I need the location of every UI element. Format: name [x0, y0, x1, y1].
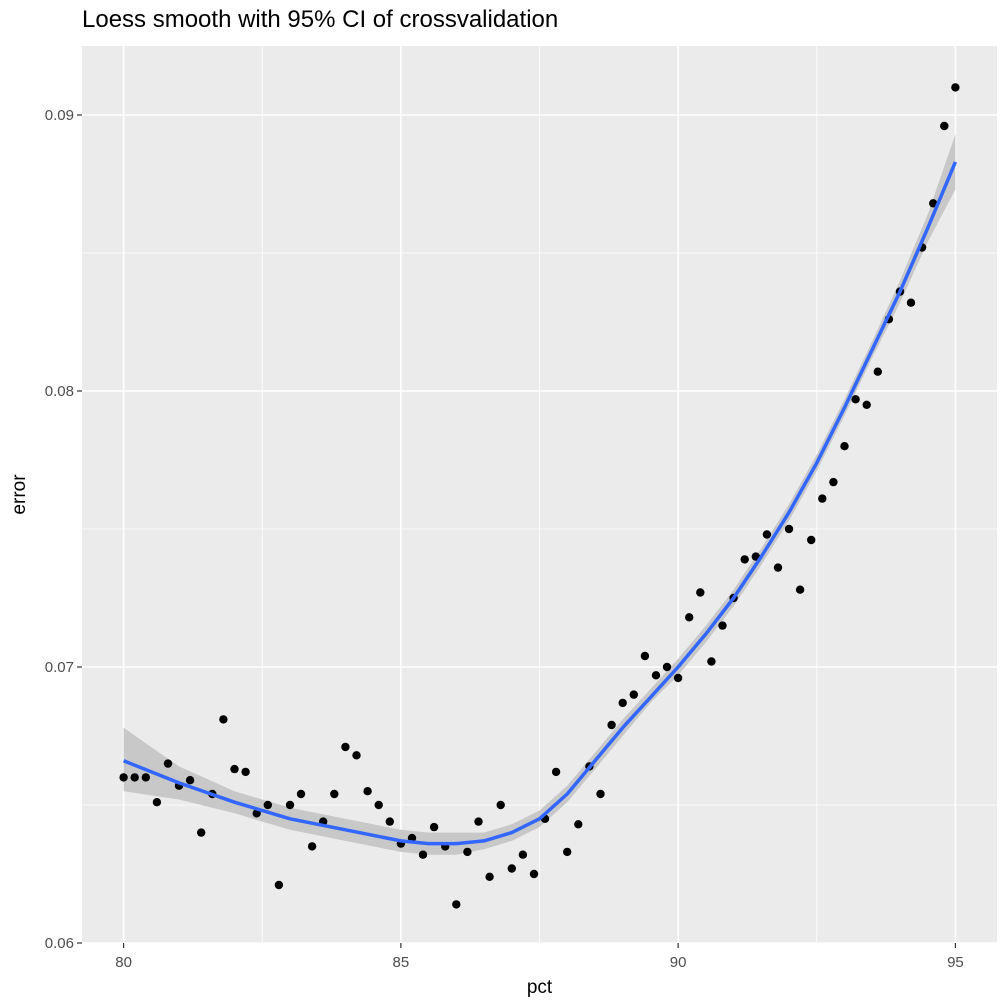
data-point	[307, 842, 317, 851]
data-point	[352, 751, 361, 760]
data-point	[829, 477, 838, 487]
x-axis-title: pct	[527, 977, 553, 998]
data-point	[330, 789, 339, 799]
data-point	[685, 613, 694, 622]
data-point	[740, 555, 749, 564]
data-point	[762, 530, 772, 539]
data-point	[851, 395, 860, 404]
y-tick-label: 0.06	[45, 935, 74, 952]
data-point	[141, 773, 150, 782]
data-point	[629, 690, 638, 699]
data-point	[163, 759, 173, 768]
data-point	[607, 720, 616, 730]
data-point	[230, 764, 239, 774]
data-point	[296, 789, 306, 799]
data-point	[818, 494, 827, 503]
data-point	[285, 800, 295, 810]
data-point	[130, 773, 139, 782]
data-point	[718, 621, 727, 630]
data-point	[485, 872, 494, 881]
data-point	[929, 199, 938, 208]
data-point	[640, 651, 650, 661]
data-point	[374, 800, 383, 810]
y-axis-title: error	[9, 474, 30, 515]
data-point	[429, 822, 439, 832]
data-point	[418, 850, 428, 859]
x-tick-label: 80	[115, 954, 132, 971]
data-point	[696, 588, 705, 597]
data-point	[906, 298, 916, 307]
data-point	[119, 773, 128, 782]
data-point	[518, 850, 528, 859]
data-point	[651, 671, 661, 680]
loess-fit-line	[122, 161, 958, 846]
data-point	[662, 662, 672, 672]
data-point	[463, 847, 472, 857]
data-point	[507, 864, 516, 873]
y-axis-tick-labels: 0.06 0.07 0.08 0.09	[45, 107, 74, 952]
y-tick-label: 0.08	[45, 383, 74, 400]
major-gridlines	[82, 46, 997, 944]
data-point	[574, 820, 583, 829]
x-tick-label: 90	[670, 954, 687, 971]
confidence-band	[123, 134, 956, 855]
data-point	[618, 698, 627, 708]
data-point	[773, 563, 783, 572]
data-point	[707, 657, 716, 666]
data-point	[219, 715, 228, 724]
data-point	[596, 789, 605, 799]
data-point	[862, 400, 871, 409]
data-point	[152, 798, 162, 807]
data-point	[263, 800, 272, 810]
chart-title: Loess smooth with 95% CI of crossvalidat…	[82, 6, 559, 33]
data-point	[873, 367, 882, 376]
data-point	[673, 673, 683, 683]
data-point	[951, 83, 960, 92]
data-point	[784, 524, 794, 534]
minor-gridlines	[82, 46, 997, 943]
axis-ticks	[77, 114, 957, 948]
y-tick-label: 0.09	[45, 107, 74, 124]
data-point	[496, 800, 505, 810]
data-point	[452, 900, 461, 909]
data-point	[529, 869, 539, 879]
data-point	[551, 767, 561, 777]
data-point	[185, 776, 195, 785]
data-point	[807, 535, 816, 545]
data-point	[795, 585, 805, 594]
data-point	[385, 817, 394, 826]
x-axis-tick-labels: 80 85 90 95	[115, 954, 964, 971]
data-point	[197, 828, 206, 837]
data-point	[363, 787, 372, 796]
data-point	[940, 121, 949, 131]
data-point	[241, 767, 250, 777]
data-point	[341, 742, 350, 752]
x-tick-label: 95	[947, 954, 964, 971]
y-tick-label: 0.07	[45, 659, 74, 676]
data-point	[274, 880, 284, 890]
data-point	[563, 847, 572, 857]
data-point	[474, 817, 483, 826]
x-tick-label: 85	[393, 954, 410, 971]
data-point	[840, 442, 849, 451]
